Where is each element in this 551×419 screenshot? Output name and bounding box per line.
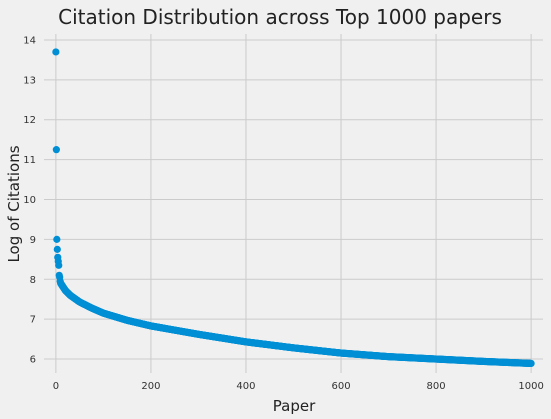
- chart-title: Citation Distribution across Top 1000 pa…: [58, 5, 502, 29]
- data-points: [52, 48, 535, 368]
- data-point: [55, 261, 63, 269]
- y-tick-label: 11: [23, 155, 36, 166]
- x-tick-label: 1000: [518, 381, 543, 392]
- y-tick-label: 13: [23, 75, 36, 86]
- x-axis-label: Paper: [273, 397, 316, 415]
- y-tick-label: 12: [23, 115, 36, 126]
- x-tick-labels: 0 200 400 600 800 1000: [53, 381, 544, 392]
- y-tick-label: 14: [23, 35, 36, 46]
- y-tick-labels: 6 7 8 9 10 11 12 13 14: [23, 35, 36, 365]
- x-tick-label: 600: [331, 381, 350, 392]
- y-tick-label: 10: [23, 195, 36, 206]
- grid: [44, 34, 543, 373]
- data-point: [52, 48, 60, 56]
- data-point: [52, 146, 60, 154]
- x-tick-label: 400: [236, 381, 255, 392]
- x-tick-label: 0: [53, 381, 59, 392]
- y-tick-label: 7: [30, 315, 36, 326]
- data-point: [527, 359, 535, 368]
- y-tick-label: 9: [30, 235, 36, 246]
- data-point: [53, 235, 61, 243]
- y-tick-label: 8: [30, 275, 36, 286]
- y-axis-label: Log of Citations: [5, 145, 23, 262]
- data-point: [53, 245, 61, 253]
- x-tick-label: 800: [427, 381, 446, 392]
- x-tick-label: 200: [141, 381, 160, 392]
- y-tick-label: 6: [30, 355, 36, 366]
